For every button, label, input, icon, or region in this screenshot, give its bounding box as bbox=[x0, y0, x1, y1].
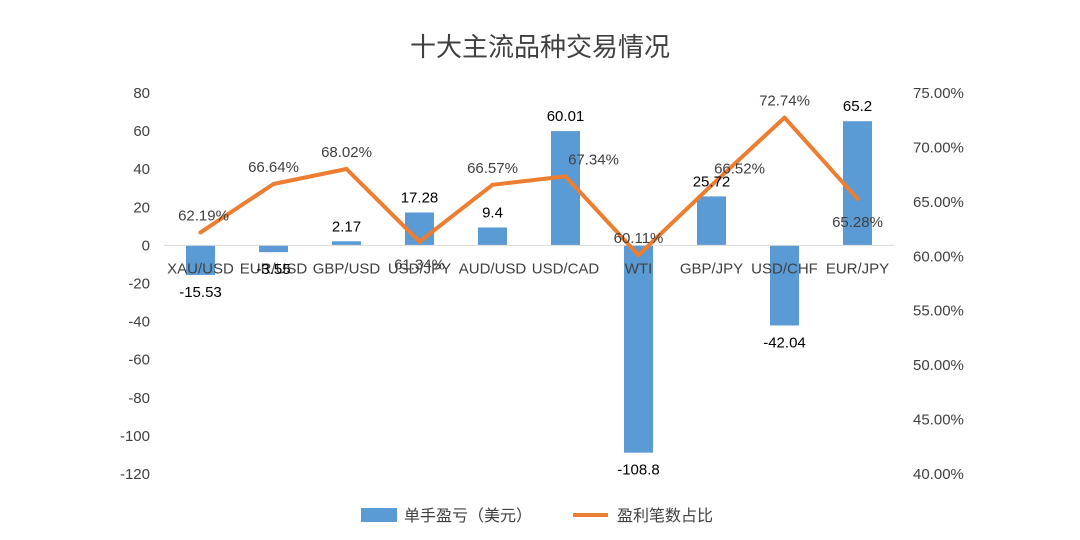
line-data-labels: 62.19% 66.64% 68.02% 61.34% 66.57% 67.34% 60.1… bbox=[178, 93, 883, 274]
category-label: WTI bbox=[625, 260, 653, 277]
bar bbox=[332, 241, 361, 246]
bar bbox=[770, 245, 799, 326]
category-label: XAU/USD bbox=[167, 260, 234, 277]
bar-data-label: 17.28 bbox=[401, 189, 439, 206]
right-tick-label: 55.00% bbox=[913, 303, 964, 320]
right-tick-label: 45.00% bbox=[913, 412, 964, 429]
bar-data-labels: -15.53 -3.55 2.17 17.28 9.4 60.01 -108.8 25.72 -… bbox=[179, 98, 872, 478]
right-tick-label: 60.00% bbox=[913, 248, 964, 265]
category-label: GBP/JPY bbox=[680, 260, 743, 277]
right-tick-label: 70.00% bbox=[913, 139, 964, 156]
bar-data-label: 65.2 bbox=[843, 98, 872, 115]
left-tick-label: -60 bbox=[128, 352, 150, 369]
line-data-label: 61.34% bbox=[394, 257, 445, 274]
legend-bar-label: 单手盈亏（美元） bbox=[404, 506, 532, 525]
line-data-label: 66.52% bbox=[714, 160, 765, 177]
line-point bbox=[636, 253, 641, 258]
left-tick-label: -20 bbox=[128, 276, 150, 293]
left-tick-label: -80 bbox=[128, 390, 150, 407]
left-tick-label: -100 bbox=[120, 428, 150, 445]
legend-line-label: 盈利笔数占比 bbox=[617, 506, 713, 525]
legend-bar-swatch bbox=[361, 508, 397, 522]
line-point bbox=[344, 166, 349, 171]
line-point bbox=[855, 196, 860, 201]
line-data-label: 68.02% bbox=[321, 144, 372, 161]
line-data-label: 72.74% bbox=[759, 93, 810, 110]
line-point bbox=[782, 115, 787, 120]
profit-ratio-line bbox=[198, 115, 860, 258]
line-data-label: 60.11% bbox=[614, 230, 664, 247]
bar-data-label: -3.55 bbox=[256, 261, 290, 278]
bar bbox=[478, 227, 507, 246]
bar-data-label: -42.04 bbox=[763, 334, 806, 351]
right-axis: 75.00% 70.00% 65.00% 60.00% 55.00% 50.00% 45.0… bbox=[913, 85, 964, 483]
line-point bbox=[709, 183, 714, 188]
left-tick-label: 80 bbox=[133, 85, 150, 102]
category-label: AUD/USD bbox=[459, 260, 527, 277]
chart-title: 十大主流品种交易情况 bbox=[410, 33, 670, 63]
bar bbox=[843, 121, 872, 246]
bar-series bbox=[186, 121, 872, 453]
category-label: GBP/USD bbox=[313, 260, 381, 277]
bar bbox=[697, 196, 726, 246]
line-data-label: 65.28% bbox=[832, 214, 883, 231]
right-tick-label: 65.00% bbox=[913, 194, 964, 211]
left-tick-label: 20 bbox=[133, 199, 150, 216]
right-tick-label: 75.00% bbox=[913, 85, 964, 102]
left-tick-label: 60 bbox=[133, 123, 150, 140]
left-axis: 80 60 40 20 0 -20 -40 -60 -80 -100 -120 bbox=[120, 85, 150, 483]
bar bbox=[186, 245, 215, 275]
bar-data-label: -108.8 bbox=[617, 462, 660, 479]
bar-data-label: 60.01 bbox=[547, 108, 585, 125]
left-tick-label: -40 bbox=[128, 314, 150, 331]
right-tick-label: 40.00% bbox=[913, 466, 964, 483]
line-data-label: 66.64% bbox=[248, 159, 299, 176]
category-labels: XAU/USD EUR/USD GBP/USD USD/JPY AUD/USD USD/C… bbox=[167, 260, 889, 277]
bar-data-label: 25.72 bbox=[693, 173, 731, 190]
category-label: EUR/JPY bbox=[826, 260, 889, 277]
left-tick-label: -120 bbox=[120, 466, 150, 483]
bar bbox=[624, 245, 653, 453]
line-point bbox=[417, 239, 422, 244]
line-data-label: 66.57% bbox=[467, 160, 518, 177]
bar-data-label: -15.53 bbox=[179, 284, 222, 301]
category-label: USD/CHF bbox=[751, 260, 818, 277]
category-label: EUR/USD bbox=[240, 260, 308, 277]
line-data-label: 67.34% bbox=[568, 151, 619, 168]
bar-data-label: 9.4 bbox=[482, 204, 503, 221]
category-label: USD/JPY bbox=[388, 260, 451, 277]
legend: 单手盈亏（美元） 盈利笔数占比 bbox=[361, 506, 713, 525]
line-point bbox=[490, 182, 495, 187]
line-series bbox=[198, 115, 860, 258]
right-tick-label: 50.00% bbox=[913, 357, 964, 374]
bar bbox=[259, 245, 288, 253]
line-point bbox=[271, 182, 276, 187]
left-tick-label: 0 bbox=[142, 237, 150, 254]
line-point bbox=[563, 174, 568, 179]
line-point bbox=[198, 230, 203, 235]
category-label: USD/CAD bbox=[532, 260, 600, 277]
left-tick-label: 40 bbox=[133, 161, 150, 178]
line-data-label: 62.19% bbox=[178, 207, 229, 224]
bar-data-label: 2.17 bbox=[332, 218, 361, 235]
